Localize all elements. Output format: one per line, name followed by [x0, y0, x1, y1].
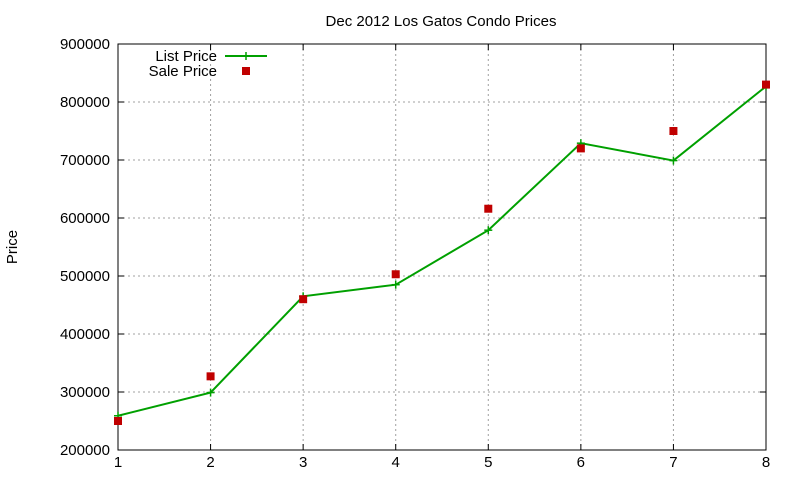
y-tick-label-500000: 500000	[60, 268, 110, 285]
sale-price-point-7	[669, 127, 678, 135]
plot-border	[117, 43, 767, 451]
x-tick-label-2: 2	[206, 454, 214, 471]
y-tick-label-400000: 400000	[60, 326, 110, 343]
legend-sample-sale-price	[242, 67, 250, 75]
plot-frame	[117, 43, 767, 451]
list-price-point-4	[391, 280, 400, 289]
legend-label-sale-price: Sale Price	[149, 63, 217, 80]
y-tick-label-800000: 800000	[60, 94, 110, 111]
series-layer	[114, 80, 770, 425]
x-tick-label-6: 6	[577, 454, 585, 471]
x-tick-label-7: 7	[669, 454, 677, 471]
legend-marker-list-price	[242, 52, 250, 60]
sale-price-point-3	[299, 295, 308, 304]
legend-marker-sale-price	[242, 67, 250, 75]
list-price-point-2	[206, 388, 215, 397]
x-tick-label-4: 4	[392, 454, 400, 471]
x-tick-label-3: 3	[299, 454, 307, 471]
series-line-list-price	[117, 85, 767, 417]
sale-price-point-4	[391, 270, 400, 279]
y-axis-label: Price	[4, 230, 21, 264]
x-tick-label-1: 1	[114, 454, 122, 471]
sale-price-point-6	[576, 144, 585, 153]
x-tick-label-5: 5	[484, 454, 492, 471]
axis-ticks: 1 2 3 4 5 6 7 8 200000 300000 400000 500000 600000 70…	[60, 36, 770, 471]
sale-price-point-1	[114, 417, 122, 425]
y-tick-label-600000: 600000	[60, 210, 110, 227]
grid-lines	[118, 44, 766, 450]
x-tick-label-8: 8	[762, 454, 770, 471]
chart-title: Dec 2012 Los Gatos Condo Prices	[326, 13, 557, 30]
y-tick-label-300000: 300000	[60, 384, 110, 401]
y-tick-label-200000: 200000	[60, 442, 110, 459]
sale-price-point-2	[206, 372, 215, 381]
legend-label-list-price: List Price	[155, 48, 217, 65]
legend-sample-list-price	[225, 52, 267, 60]
list-price-point-5	[484, 226, 493, 235]
legend: List Price Sale Price	[149, 48, 267, 80]
y-tick-label-700000: 700000	[60, 152, 110, 169]
sale-price-point-8	[762, 80, 770, 89]
sale-price-point-5	[484, 204, 493, 213]
list-price-point-7	[669, 156, 678, 165]
y-tick-label-900000: 900000	[60, 36, 110, 53]
